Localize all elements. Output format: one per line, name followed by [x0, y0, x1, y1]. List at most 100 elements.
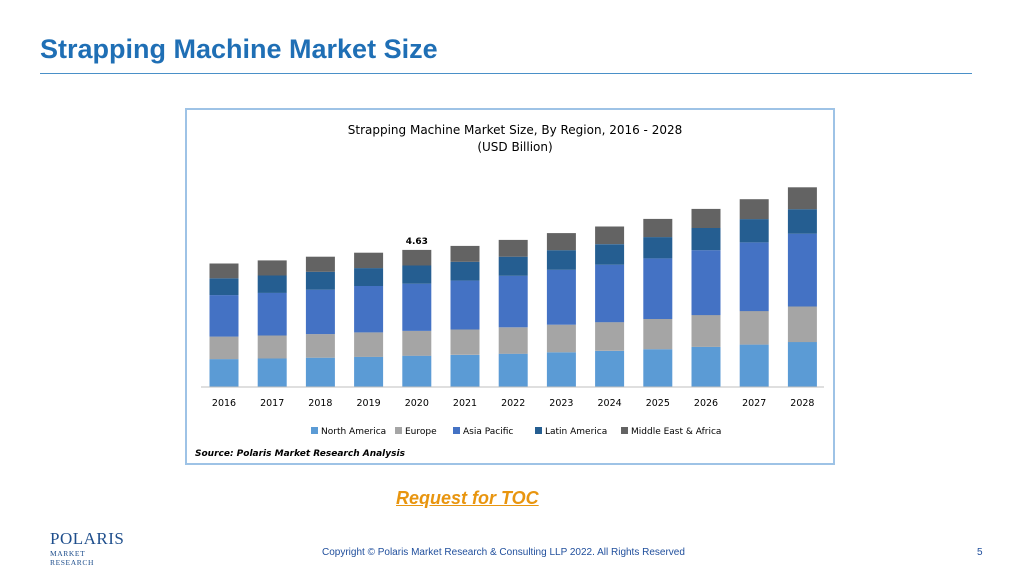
bar-2018-latin-america [305, 271, 335, 290]
bar-2028-north-america [787, 342, 817, 387]
x-tick-2016: 2016 [212, 398, 236, 409]
bar-2021-north-america [450, 354, 480, 387]
bar-2024-europe [595, 322, 625, 351]
data-label-2020: 4.63 [406, 237, 428, 247]
legend-item-north-america: North America [311, 427, 386, 437]
bar-2028-latin-america [787, 209, 817, 234]
bar-2022-middle-east-africa [498, 239, 528, 257]
bar-2017-asia-pacific [257, 292, 287, 336]
polaris-logo: POLARIS MARKET RESEARCH [50, 529, 130, 568]
bar-2017-latin-america [257, 275, 287, 293]
bar-2021-middle-east-africa [450, 245, 480, 262]
legend-label: Europe [405, 427, 437, 437]
bar-2016-asia-pacific [209, 295, 239, 337]
bar-2016-middle-east-africa [209, 263, 239, 279]
x-tick-2019: 2019 [357, 398, 381, 409]
bar-2026-europe [691, 315, 721, 347]
bar-2023-latin-america [546, 250, 576, 270]
bar-2023-europe [546, 324, 576, 353]
legend-swatch [453, 427, 460, 434]
bar-2017-middle-east-africa [257, 260, 287, 276]
bar-2025-europe [643, 319, 673, 350]
bar-2027-north-america [739, 344, 769, 387]
bar-2019-asia-pacific [354, 286, 384, 333]
legend-swatch [535, 427, 542, 434]
chart-frame: Strapping Machine Market Size, By Region… [185, 108, 835, 465]
bar-2017-europe [257, 335, 287, 359]
bar-2022-asia-pacific [498, 275, 528, 328]
legend-label: North America [321, 427, 386, 437]
bar-2027-europe [739, 311, 769, 345]
bar-2022-north-america [498, 353, 528, 387]
legend-swatch [621, 427, 628, 434]
x-tick-2025: 2025 [646, 398, 670, 409]
legend-item-middle-east-africa: Middle East & Africa [621, 427, 721, 437]
bar-2028-asia-pacific [787, 233, 817, 307]
bar-2020-europe [402, 331, 432, 356]
bar-2020-latin-america [402, 265, 432, 284]
bar-2025-latin-america [643, 237, 673, 259]
bar-2027-asia-pacific [739, 242, 769, 312]
x-tick-2017: 2017 [260, 398, 284, 409]
bar-2024-latin-america [595, 244, 625, 265]
chart-source: Source: Polaris Market Research Analysis [195, 449, 406, 459]
bar-2023-north-america [546, 352, 576, 387]
page-number: 5 [977, 547, 983, 558]
stacked-bar-chart: Strapping Machine Market Size, By Region… [195, 123, 824, 459]
bar-2028-europe [787, 306, 817, 343]
bar-2024-middle-east-africa [595, 226, 625, 245]
bar-2019-north-america [354, 356, 384, 387]
x-tick-labels: 2016 2017 2018 2019 2020 2021 2022 2023 2024 2025… [212, 398, 815, 409]
bar-2019-europe [354, 332, 384, 357]
bar-2019-latin-america [354, 268, 384, 286]
x-tick-2027: 2027 [742, 398, 766, 409]
bar-2016-north-america [209, 359, 239, 387]
bar-2025-asia-pacific [643, 258, 673, 319]
bar-2028-middle-east-africa [787, 187, 817, 210]
bar-2021-europe [450, 329, 480, 355]
bar-2022-latin-america [498, 256, 528, 276]
legend: North America Europe Asia Pacific Latin Ame… [311, 427, 721, 437]
bar-2018-north-america [305, 357, 335, 387]
legend-label: Middle East & Africa [631, 427, 721, 437]
logo-name: POLARIS [50, 529, 125, 548]
bar-2023-asia-pacific [546, 269, 576, 325]
x-tick-2018: 2018 [308, 398, 332, 409]
legend-label: Latin America [545, 427, 607, 437]
bar-2025-middle-east-africa [643, 218, 673, 238]
legend-item-asia-pacific: Asia Pacific [453, 427, 513, 437]
title-divider [40, 73, 972, 74]
bar-2018-middle-east-africa [305, 256, 335, 272]
bar-2020-middle-east-africa [402, 249, 432, 266]
x-tick-2028: 2028 [790, 398, 814, 409]
bar-2027-latin-america [739, 219, 769, 243]
bar-2026-north-america [691, 346, 721, 387]
bar-2024-asia-pacific [595, 264, 625, 323]
x-tick-2021: 2021 [453, 398, 477, 409]
request-toc-link[interactable]: Request for TOC [396, 488, 539, 508]
legend-item-latin-america: Latin America [535, 427, 607, 437]
bar-2026-middle-east-africa [691, 208, 721, 228]
bar-2023-middle-east-africa [546, 233, 576, 251]
x-tick-2020: 2020 [405, 398, 429, 409]
bar-2019-middle-east-africa [354, 252, 384, 269]
legend-item-europe: Europe [395, 427, 437, 437]
slide-title: Strapping Machine Market Size [40, 34, 438, 64]
bar-2020-asia-pacific [402, 283, 432, 331]
bar-2025-north-america [643, 349, 673, 387]
logo-subtitle: MARKET RESEARCH [50, 549, 94, 567]
bar-2027-middle-east-africa [739, 199, 769, 220]
bar-2020-north-america [402, 355, 432, 387]
bar-2018-europe [305, 334, 335, 358]
chart-subtitle: (USD Billion) [477, 140, 552, 154]
chart-title: Strapping Machine Market Size, By Region… [348, 123, 682, 137]
bar-2022-europe [498, 327, 528, 354]
x-tick-2022: 2022 [501, 398, 525, 409]
legend-swatch [395, 427, 402, 434]
x-tick-2026: 2026 [694, 398, 718, 409]
bar-2026-latin-america [691, 228, 721, 251]
bar-2016-europe [209, 336, 239, 360]
bar-2017-north-america [257, 358, 287, 387]
bar-2021-asia-pacific [450, 280, 480, 330]
bar-2016-latin-america [209, 278, 239, 296]
